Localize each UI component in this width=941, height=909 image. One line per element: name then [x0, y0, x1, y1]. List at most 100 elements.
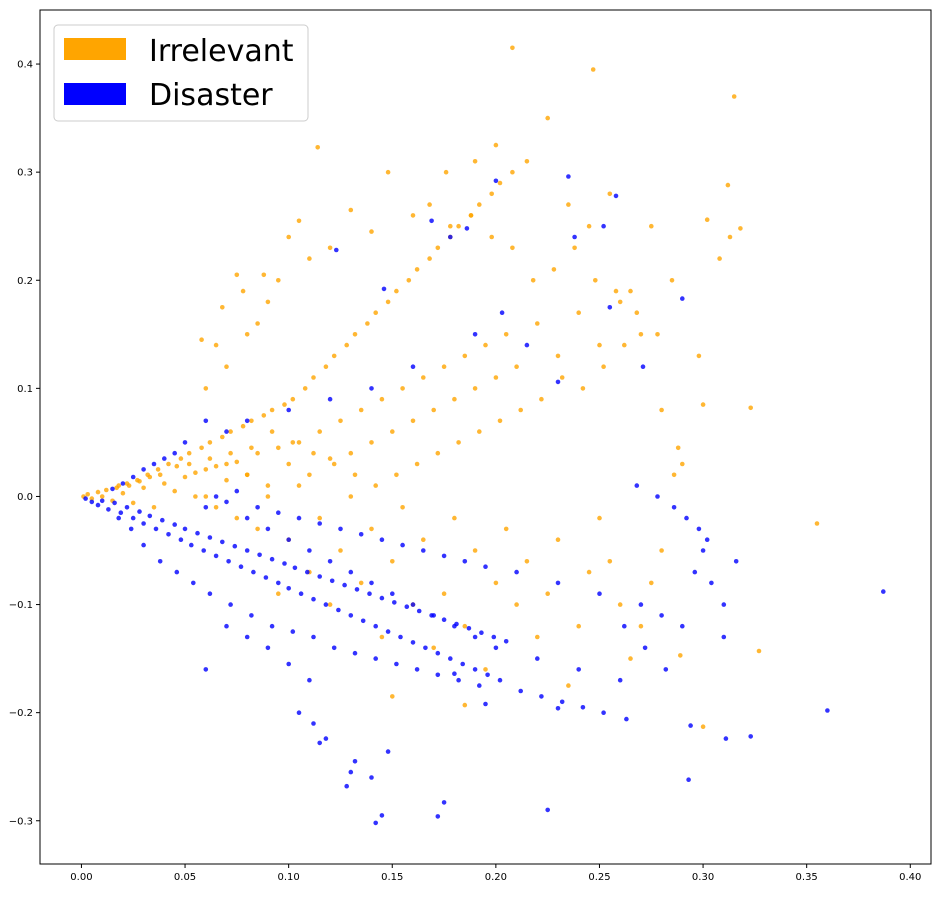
point-disaster-69	[503, 639, 509, 644]
point-irrelevant-172	[348, 207, 354, 213]
point-irrelevant-224	[174, 463, 180, 469]
point-irrelevant-166	[315, 145, 321, 150]
point-disaster-56	[423, 645, 428, 651]
point-disaster-176	[174, 569, 180, 575]
point-disaster-199	[663, 667, 669, 672]
point-disaster-37	[305, 569, 310, 575]
plot-frame	[39, 9, 932, 865]
point-disaster-140	[334, 247, 339, 253]
point-irrelevant-70	[441, 364, 447, 370]
point-disaster-164	[182, 440, 188, 445]
point-irrelevant-89	[566, 202, 571, 207]
point-irrelevant-4	[99, 494, 105, 499]
point-disaster-45	[354, 587, 360, 592]
x-tick-label-4: 0.20	[485, 872, 507, 883]
point-irrelevant-45	[311, 375, 316, 380]
point-irrelevant-120	[597, 515, 602, 521]
point-irrelevant-189	[410, 213, 416, 218]
point-disaster-95	[462, 559, 468, 564]
point-disaster-89	[400, 542, 405, 548]
point-disaster-87	[379, 537, 385, 542]
point-irrelevant-215	[352, 472, 358, 478]
point-disaster-130	[323, 736, 329, 741]
point-irrelevant-61	[394, 288, 399, 294]
point-disaster-168	[141, 467, 146, 472]
point-disaster-175	[157, 559, 163, 564]
point-disaster-201	[709, 580, 714, 586]
series-disaster	[83, 174, 886, 826]
point-disaster-71	[213, 494, 219, 499]
point-disaster-0	[83, 496, 88, 501]
point-irrelevant-147	[317, 515, 323, 521]
point-disaster-108	[700, 548, 706, 553]
point-irrelevant-168	[472, 159, 478, 164]
point-disaster-200	[692, 569, 698, 575]
point-disaster-91	[421, 548, 426, 553]
point-disaster-52	[398, 634, 403, 640]
point-irrelevant-33	[249, 418, 254, 424]
point-irrelevant-44	[307, 472, 312, 478]
point-irrelevant-85	[524, 159, 530, 164]
point-irrelevant-67	[427, 256, 432, 261]
point-disaster-119	[441, 800, 447, 805]
point-disaster-79	[296, 515, 302, 521]
point-disaster-34	[286, 586, 292, 591]
point-disaster-120	[435, 814, 441, 819]
point-disaster-115	[686, 777, 691, 782]
point-irrelevant-99	[659, 407, 664, 413]
point-irrelevant-64	[410, 418, 416, 424]
point-disaster-39	[317, 574, 323, 579]
points-layer	[81, 45, 886, 826]
point-disaster-55	[416, 608, 422, 614]
point-irrelevant-211	[435, 450, 441, 456]
point-disaster-49	[379, 595, 385, 601]
point-disaster-15	[172, 522, 177, 527]
point-irrelevant-210	[456, 440, 461, 445]
point-irrelevant-149	[296, 483, 302, 488]
point-disaster-2	[95, 502, 101, 508]
point-irrelevant-158	[203, 467, 209, 472]
point-disaster-149	[572, 234, 577, 240]
point-irrelevant-177	[265, 299, 271, 305]
point-disaster-160	[286, 407, 292, 413]
point-irrelevant-188	[296, 218, 302, 224]
point-irrelevant-62	[400, 386, 405, 391]
point-disaster-145	[493, 178, 499, 184]
point-irrelevant-222	[207, 456, 213, 461]
point-irrelevant-23	[199, 445, 204, 451]
point-disaster-19	[195, 530, 200, 536]
point-irrelevant-146	[327, 602, 333, 607]
point-disaster-192	[518, 688, 523, 694]
point-irrelevant-19	[178, 456, 184, 461]
point-disaster-64	[472, 667, 478, 672]
point-irrelevant-117	[628, 656, 633, 661]
point-disaster-169	[130, 474, 136, 480]
point-disaster-90	[410, 602, 416, 607]
point-disaster-4	[106, 507, 111, 512]
point-irrelevant-201	[655, 332, 660, 337]
point-irrelevant-112	[680, 461, 685, 467]
point-disaster-173	[128, 526, 134, 532]
point-irrelevant-10	[130, 500, 136, 506]
point-disaster-182	[290, 629, 296, 634]
point-irrelevant-110	[696, 353, 702, 359]
point-disaster-42	[336, 607, 341, 613]
point-disaster-72	[224, 499, 229, 505]
point-disaster-35	[292, 565, 298, 571]
point-disaster-153	[640, 364, 646, 370]
point-disaster-83	[338, 526, 343, 532]
point-irrelevant-178	[255, 321, 260, 326]
point-disaster-110	[881, 589, 886, 594]
point-irrelevant-131	[483, 667, 488, 672]
point-irrelevant-213	[394, 472, 399, 478]
plot-area	[40, 10, 931, 864]
point-irrelevant-15	[155, 467, 161, 472]
y-tick-label-0: −0.3	[9, 816, 33, 827]
point-irrelevant-31	[240, 423, 246, 429]
y-axis: −0.3 −0.2 −0.1 0.0 0.1 0.2 0.3 0.4	[9, 60, 40, 827]
point-disaster-3	[99, 498, 105, 504]
point-disaster-185	[352, 650, 358, 656]
point-irrelevant-90	[576, 310, 581, 316]
point-irrelevant-228	[126, 483, 132, 488]
point-disaster-203	[733, 559, 739, 564]
